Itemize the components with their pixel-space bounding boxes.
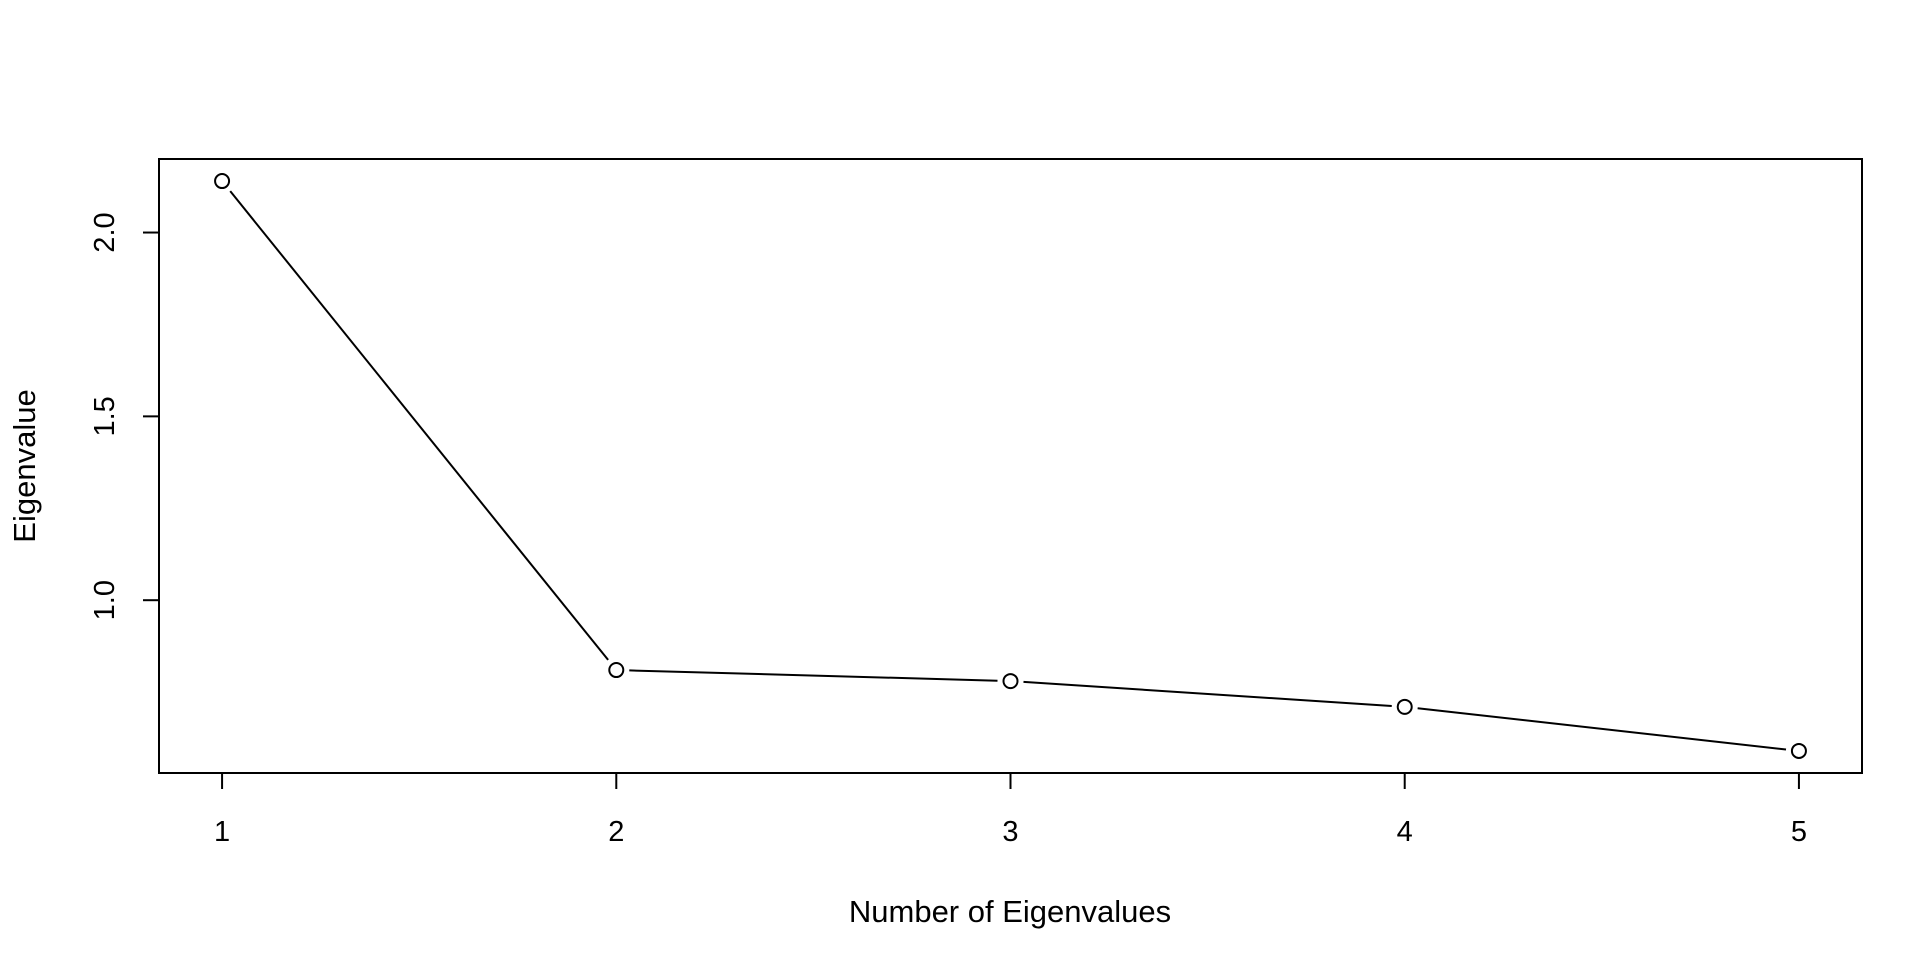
data-point-marker (1002, 673, 1019, 690)
series-line-segment (1417, 707, 1787, 751)
data-point-marker (608, 662, 625, 679)
y-tick-label: 1.5 (89, 396, 121, 436)
x-tick-label: 2 (608, 816, 624, 848)
series-line-segment (1023, 680, 1392, 707)
y-axis: 1.0 1.5 2.0 (89, 212, 160, 620)
y-tick-label: 1.0 (89, 580, 121, 620)
x-tick-label: 5 (1791, 816, 1807, 848)
data-point-marker (214, 173, 231, 190)
x-tick-label: 3 (1002, 816, 1018, 848)
x-axis: 1 2 3 4 5 (214, 772, 1807, 848)
x-axis-label: Number of Eigenvalues (849, 894, 1171, 929)
x-tick-label: 1 (214, 816, 230, 848)
data-point-marker (1790, 742, 1807, 759)
series-line-segment (229, 190, 609, 661)
y-axis-label: Eigenvalue (7, 389, 42, 542)
series-line-segment (629, 669, 998, 682)
x-tick-label: 4 (1397, 816, 1413, 848)
series-layer (214, 173, 1807, 759)
y-tick-label: 2.0 (89, 212, 121, 252)
data-point-marker (1396, 698, 1413, 715)
